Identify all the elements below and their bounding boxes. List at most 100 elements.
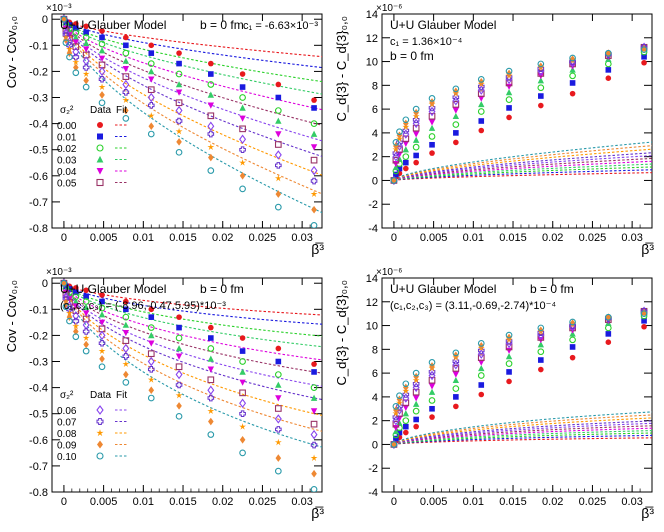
- data-point: [147, 394, 155, 402]
- y-tick-label: -0.5: [29, 145, 48, 157]
- data-point: [310, 130, 318, 137]
- y-tick-label: -0.8: [29, 223, 48, 235]
- data-point: [393, 142, 399, 150]
- data-point: [478, 100, 485, 108]
- data-point: [122, 352, 130, 360]
- data-point: [72, 307, 80, 314]
- impact-parameter: b = 0 fm: [200, 18, 244, 32]
- data-point: [122, 330, 130, 337]
- data-point: [72, 303, 80, 310]
- data-point: [72, 34, 80, 41]
- data-point: [275, 381, 282, 388]
- data-point: [505, 89, 513, 96]
- data-point: [61, 279, 67, 288]
- y-tick-label: 10: [366, 321, 378, 333]
- data-point: [452, 349, 460, 357]
- data-point: [310, 144, 318, 151]
- data-point: [83, 293, 89, 300]
- legend-marker: [96, 178, 104, 187]
- data-point: [147, 366, 155, 373]
- data-point: [82, 64, 90, 71]
- data-point: [412, 136, 420, 143]
- data-point: [66, 45, 73, 53]
- x-tick-label: 0: [61, 496, 67, 508]
- fit-line-0.07: [63, 283, 322, 401]
- data-point: [428, 106, 436, 117]
- data-point: [239, 134, 247, 144]
- y-tick-label: -0.2: [29, 330, 48, 342]
- data-point: [176, 402, 182, 410]
- data-point: [452, 357, 460, 365]
- data-point: [175, 99, 183, 107]
- legend-label: 0.01: [57, 133, 77, 144]
- data-point: [412, 382, 420, 393]
- y-tick-label: -0.7: [29, 461, 48, 473]
- data-point: [239, 159, 247, 166]
- panel-title: U+U Glauber Model: [60, 282, 166, 296]
- data-point: [98, 66, 106, 77]
- data-point: [412, 400, 420, 407]
- data-point: [537, 60, 545, 68]
- data-point: [66, 42, 73, 49]
- data-point: [98, 304, 106, 312]
- y-tick-label: 6: [372, 104, 378, 116]
- data-point: [402, 135, 410, 143]
- data-point: [208, 71, 214, 77]
- data-point: [428, 124, 436, 131]
- data-point: [274, 405, 282, 412]
- data-point: [452, 96, 460, 106]
- series-0.10: [390, 310, 648, 448]
- y-tick-label: -4: [368, 223, 378, 235]
- data-point: [239, 94, 246, 101]
- data-point: [604, 313, 612, 321]
- data-point: [537, 324, 545, 332]
- data-point: [122, 313, 130, 321]
- fit-line-0.05: [63, 18, 322, 126]
- data-point: [396, 429, 403, 436]
- fit-line-0.07: [393, 152, 652, 181]
- panel-bottom-left: 0 0.005 0.01 0.015 0.02 0.025 0.03 0 -0.1 -0.2 -0.…: [4, 267, 324, 521]
- data-point: [506, 369, 512, 375]
- data-point: [428, 95, 436, 102]
- data-point: [413, 159, 419, 166]
- panel-title: U+U Glauber Model: [390, 282, 496, 296]
- data-point: [122, 115, 130, 122]
- data-point: [506, 114, 512, 121]
- data-point: [99, 91, 105, 99]
- data-point: [82, 328, 90, 335]
- data-point: [60, 15, 68, 23]
- data-point: [392, 420, 400, 428]
- axis-exponent: ×10⁻³: [46, 3, 72, 14]
- data-point: [505, 331, 513, 339]
- data-point: [641, 44, 647, 53]
- series-0.10: [390, 46, 648, 184]
- data-point: [207, 143, 215, 151]
- x-tick-label: 0.005: [90, 496, 118, 508]
- y-tick-label: 0: [42, 14, 48, 26]
- data-point: [83, 23, 89, 30]
- data-point: [72, 311, 80, 321]
- y-tick-label: 12: [366, 297, 378, 309]
- data-point: [148, 340, 155, 347]
- data-point: [452, 371, 460, 378]
- data-point: [122, 343, 130, 354]
- legend-label: 0.09: [57, 441, 77, 452]
- fit-line-0.09: [393, 414, 652, 445]
- data-point: [148, 386, 155, 395]
- x-tick-label: 0.02: [542, 496, 563, 508]
- data-point: [412, 380, 420, 388]
- data-point: [311, 369, 317, 375]
- data-point: [310, 165, 318, 176]
- data-point: [208, 60, 214, 67]
- data-point: [311, 97, 317, 103]
- data-point: [176, 50, 182, 56]
- data-point: [412, 143, 420, 151]
- data-point: [82, 310, 90, 317]
- data-point: [413, 108, 419, 117]
- data-point: [147, 60, 155, 67]
- data-point: [392, 149, 400, 157]
- fit-line-0.01: [393, 434, 652, 445]
- fit-line-0.03: [393, 163, 652, 181]
- series-0.07: [60, 15, 318, 185]
- y-tick-label: -0.1: [29, 40, 48, 52]
